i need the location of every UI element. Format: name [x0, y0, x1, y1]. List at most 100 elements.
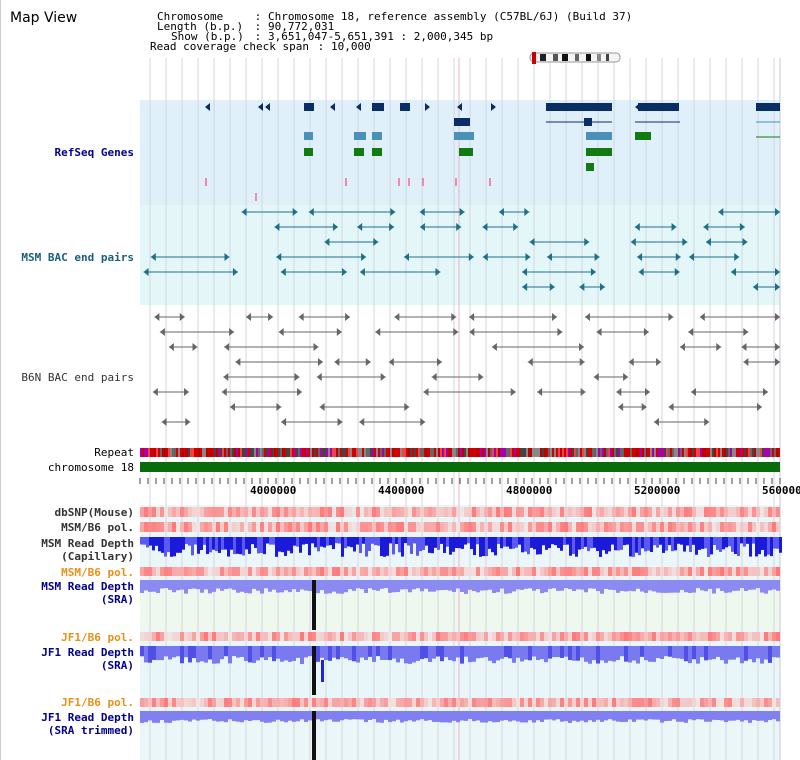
track-label-jf1-pol[interactable]: JF1/B6 pol. [61, 631, 134, 644]
track-label-repeat[interactable]: Repeat [94, 446, 134, 459]
track-label-jf1-depth-sra[interactable]: JF1 Read Depth [41, 646, 134, 659]
depth-bar [724, 711, 728, 723]
depth-bar [268, 580, 272, 592]
track-label-jf1-trimmed[interactable]: JF1 Read Depth [41, 711, 134, 724]
heat-cell [356, 507, 360, 517]
depth-bar [236, 646, 240, 658]
heat-cell [644, 698, 648, 707]
heat-cell [432, 507, 436, 517]
heat-cell [568, 698, 572, 707]
depth-bar [424, 580, 428, 589]
heat-cell [404, 632, 408, 641]
msm-bac-end [549, 283, 555, 291]
heat-cell [188, 632, 192, 641]
depth-bar [461, 537, 464, 549]
heat-cell [260, 567, 264, 576]
msm-bac-end [730, 268, 736, 276]
heat-cell [500, 567, 504, 576]
msm-bac-end [734, 253, 740, 261]
heat-cell [164, 632, 168, 641]
heat-cell [320, 632, 324, 641]
track-label-refseq[interactable]: RefSeq Genes [54, 146, 134, 159]
depth-bar [632, 580, 636, 592]
b6n-bac-end [294, 373, 300, 381]
depth-bar [700, 711, 704, 720]
heat-cell [516, 698, 520, 707]
repeat-mark [328, 448, 330, 457]
heat-cell [576, 567, 580, 576]
heat-cell [252, 632, 256, 641]
heat-cell [316, 522, 320, 532]
heat-cell [176, 522, 180, 532]
heat-cell [680, 522, 684, 532]
repeat-mark [428, 448, 430, 457]
heat-cell [424, 698, 428, 707]
depth-bar [588, 711, 592, 721]
depth-bar [587, 537, 590, 552]
depth-bar [300, 711, 304, 720]
track-label-chromosome[interactable]: chromosome 18 [47, 461, 134, 474]
repeat-mark [506, 448, 508, 457]
depth-bar [464, 580, 468, 594]
heat-cell [744, 632, 748, 641]
depth-bar [332, 580, 336, 592]
repeat-mark [146, 448, 148, 457]
b6n-bac-end [527, 358, 533, 366]
heat-cell [328, 567, 332, 576]
depth-bar [422, 537, 425, 550]
heat-cell [384, 522, 388, 532]
track-label-msm-pol-2[interactable]: MSM/B6 pol. [61, 566, 134, 579]
heat-cell [196, 522, 200, 532]
heat-cell [164, 507, 168, 517]
track-label-b6n-bac[interactable]: B6N BAC end pairs [21, 371, 134, 384]
depth-bar [740, 580, 744, 589]
depth-bar [192, 580, 196, 589]
heat-cell [316, 507, 320, 517]
depth-bar [584, 580, 588, 593]
track-label-msm-depth-sra[interactable]: MSM Read Depth [41, 580, 134, 593]
heat-cell [312, 507, 316, 517]
heat-cell [576, 522, 580, 532]
repeat-mark [724, 448, 726, 457]
track-label-msm-pol[interactable]: MSM/B6 pol. [61, 521, 134, 534]
heat-cell [748, 632, 752, 641]
depth-bar [557, 537, 560, 548]
msm-bac-end [547, 253, 553, 261]
b6n-bac-end [161, 418, 167, 426]
msm-bac-end [522, 268, 528, 276]
heat-cell [648, 522, 652, 532]
heat-cell [556, 632, 560, 641]
heat-cell [160, 507, 164, 517]
depth-bar [635, 537, 638, 553]
repeat-mark [682, 448, 684, 457]
track-label-jf1-pol-2[interactable]: JF1/B6 pol. [61, 696, 134, 709]
depth-bar [704, 711, 708, 722]
heat-cell [172, 632, 176, 641]
heat-cell [628, 632, 632, 641]
track-label-msm-depth-capillary[interactable]: MSM Read Depth [41, 537, 134, 550]
depth-bar [689, 537, 692, 552]
repeat-mark [746, 448, 748, 457]
repeat-mark [562, 448, 564, 457]
heat-cell [768, 698, 772, 707]
repeat-mark [744, 448, 746, 457]
heat-cell [532, 698, 536, 707]
heat-cell [384, 507, 388, 517]
track-label-msm-bac[interactable]: MSM BAC end pairs [21, 251, 134, 264]
heat-cell [724, 522, 728, 532]
heat-cell [452, 522, 456, 532]
b6n-bac-end [641, 403, 647, 411]
heat-cell [480, 522, 484, 532]
repeat-mark [362, 448, 364, 457]
depth-bar [576, 646, 580, 661]
repeat-mark [546, 448, 548, 457]
heat-cell [260, 698, 264, 707]
heat-cell [144, 567, 148, 576]
b6n-bac-end [584, 313, 590, 321]
depth-bar [204, 580, 208, 590]
repeat-mark [708, 448, 710, 457]
heat-cell [484, 567, 488, 576]
depth-bar [156, 646, 160, 661]
track-label-dbsnp[interactable]: dbSNP(Mouse) [54, 506, 134, 519]
